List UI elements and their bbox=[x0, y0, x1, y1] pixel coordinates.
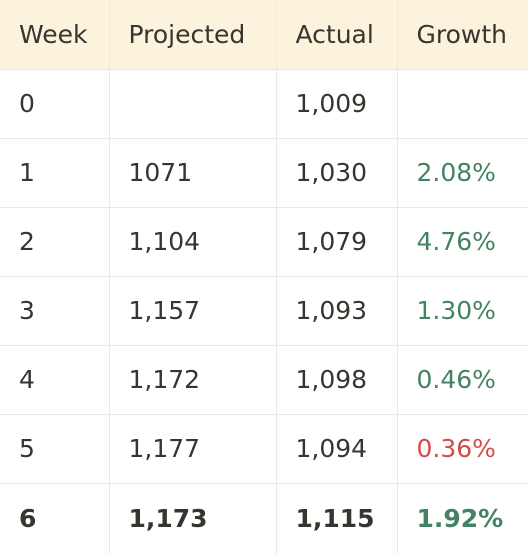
growth-cell[interactable]: 1.92% bbox=[416, 504, 504, 534]
actual-cell[interactable]: 1,098 bbox=[276, 345, 398, 415]
column-header-week[interactable]: Week bbox=[0, 0, 110, 70]
table-header: Week Projected Actual Growth bbox=[0, 0, 528, 70]
growth-cell[interactable] bbox=[397, 69, 528, 139]
table-body: 0 1,009 1 1071 1,030 2.08% 2 1,104 1,079… bbox=[0, 69, 528, 554]
growth-cell[interactable]: 4.76% bbox=[397, 207, 528, 277]
projected-cell[interactable] bbox=[109, 69, 277, 139]
actual-cell[interactable]: 1,115 bbox=[276, 483, 398, 554]
table-row: 6 1,173 1,115 1.92% bbox=[0, 483, 528, 554]
column-header-actual[interactable]: Actual bbox=[276, 0, 398, 70]
header-row: Week Projected Actual Growth bbox=[0, 0, 528, 70]
table-row: 3 1,157 1,093 1.30% bbox=[0, 276, 528, 346]
growth-cell[interactable]: 0.36% bbox=[397, 414, 528, 484]
column-header-growth[interactable]: Growth bbox=[397, 0, 528, 70]
table-row: 1 1071 1,030 2.08% bbox=[0, 138, 528, 208]
table-row: 2 1,104 1,079 4.76% bbox=[0, 207, 528, 277]
projected-cell[interactable]: 1,172 bbox=[109, 345, 277, 415]
growth-cell[interactable]: 2.08% bbox=[397, 138, 528, 208]
growth-cell[interactable]: 0.46% bbox=[397, 345, 528, 415]
actual-cell[interactable]: 1,093 bbox=[276, 276, 398, 346]
week-cell[interactable]: 3 bbox=[0, 276, 110, 346]
table-row: 5 1,177 1,094 0.36% bbox=[0, 414, 528, 484]
actual-cell[interactable]: 1,030 bbox=[276, 138, 398, 208]
actual-cell[interactable]: 1,009 bbox=[276, 69, 398, 139]
growth-cell[interactable]: 1.30% bbox=[397, 276, 528, 346]
column-header-projected[interactable]: Projected bbox=[109, 0, 277, 70]
week-cell[interactable]: 6 bbox=[0, 483, 110, 554]
week-cell[interactable]: 0 bbox=[0, 69, 110, 139]
projected-cell[interactable]: 1,157 bbox=[109, 276, 277, 346]
projected-cell[interactable]: 1,177 bbox=[109, 414, 277, 484]
table-row: 4 1,172 1,098 0.46% bbox=[0, 345, 528, 415]
week-cell[interactable]: 2 bbox=[0, 207, 110, 277]
week-cell[interactable]: 1 bbox=[0, 138, 110, 208]
projected-cell[interactable]: 1,104 bbox=[109, 207, 277, 277]
week-cell[interactable]: 5 bbox=[0, 414, 110, 484]
table-row: 0 1,009 bbox=[0, 69, 528, 139]
actual-cell[interactable]: 1,079 bbox=[276, 207, 398, 277]
week-cell[interactable]: 4 bbox=[0, 345, 110, 415]
projected-cell[interactable]: 1071 bbox=[109, 138, 277, 208]
actual-cell[interactable]: 1,094 bbox=[276, 414, 398, 484]
projected-cell[interactable]: 1,173 bbox=[109, 483, 277, 554]
